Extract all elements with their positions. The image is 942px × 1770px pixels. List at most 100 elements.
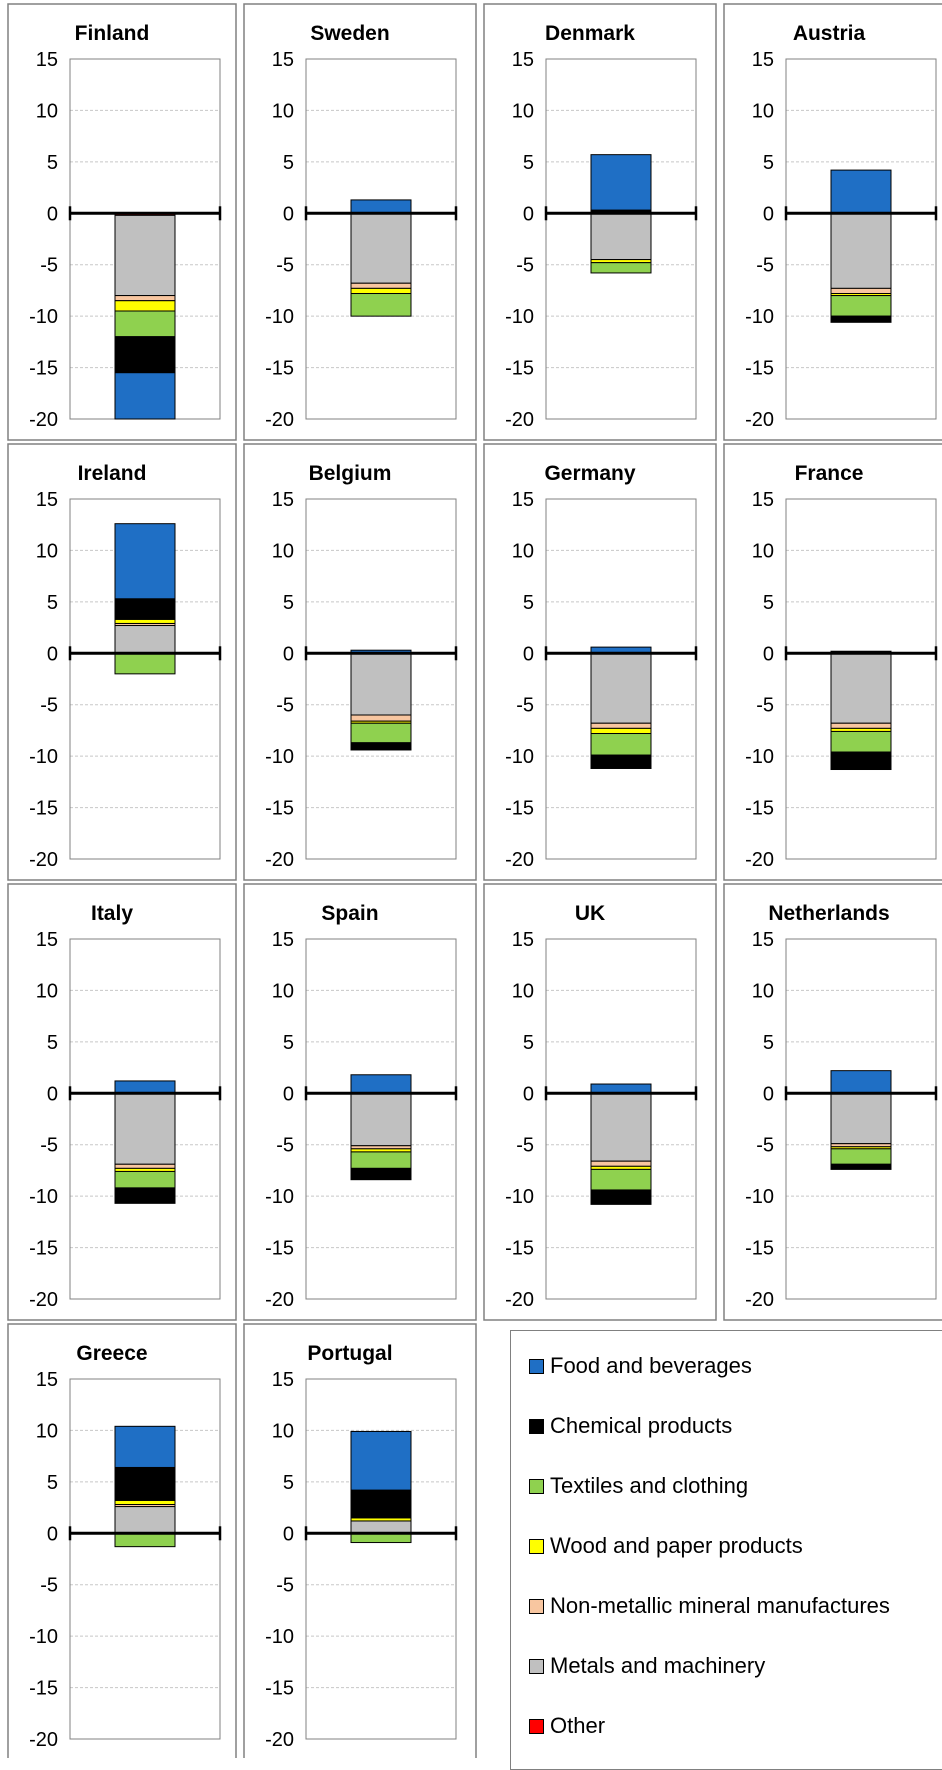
bar-segment-nonmetallic [114, 295, 176, 302]
y-tick-label: 15 [272, 1369, 294, 1391]
y-tick-label: -5 [756, 695, 774, 717]
bar-segment-textiles [350, 1151, 412, 1169]
y-tick-label: -10 [505, 746, 534, 768]
bar-segment-textiles [590, 1168, 652, 1191]
bar-segment-textiles [350, 722, 412, 744]
bar-segment-chemical [114, 336, 176, 374]
bar-segment-food [114, 1425, 176, 1468]
y-tick-label: 10 [272, 980, 294, 1002]
bar-segment-food [590, 154, 652, 211]
y-tick-label: -20 [505, 1289, 534, 1311]
y-tick-label: 0 [47, 203, 58, 225]
y-tick-label: -20 [265, 849, 294, 871]
bar-segment-nonmetallic [350, 714, 412, 722]
y-tick-label: 10 [752, 540, 774, 562]
plot-area [785, 938, 937, 1300]
legend-item-chemical: Chemical products [529, 1411, 732, 1441]
legend-swatch-food [529, 1358, 544, 1374]
y-tick-label: 0 [763, 203, 774, 225]
y-tick-label: -10 [29, 1186, 58, 1208]
y-tick-label: 15 [36, 1369, 58, 1391]
y-tick-label: 0 [283, 203, 294, 225]
legend-label-chemical: Chemical products [550, 1413, 733, 1438]
bar-segment-chemical [830, 1163, 892, 1170]
y-tick-label: 0 [523, 203, 534, 225]
y-tick-label: -20 [265, 1729, 294, 1751]
bar-segment-metals [590, 1092, 652, 1162]
bar-segment-metals [350, 212, 412, 284]
legend-swatch-metals [529, 1658, 544, 1674]
legend-item-other: Other [529, 1711, 605, 1741]
y-tick-label: 15 [512, 49, 534, 71]
y-tick-label: 0 [47, 1523, 58, 1545]
panel-title: Netherlands [768, 902, 889, 925]
bar-segment-metals [114, 1092, 176, 1165]
y-tick-label: -10 [505, 306, 534, 328]
legend-item-wood: Wood and paper products [529, 1531, 803, 1561]
panel-title: Ireland [78, 462, 147, 485]
panel-uk: UK 15 10 5 0 -5 -10 -15 -20 [483, 883, 717, 1321]
y-tick-label: 10 [752, 100, 774, 122]
legend-swatch-textiles [529, 1478, 544, 1494]
y-tick-label: 10 [36, 980, 58, 1002]
bar-segment-food [350, 1074, 412, 1094]
bar-segment-wood [114, 1499, 176, 1505]
panel-denmark: Denmark 15 10 5 0 -5 -10 -15 -20 [483, 3, 717, 441]
y-tick-label: -15 [29, 798, 58, 820]
legend-label-wood: Wood and paper products [550, 1533, 803, 1558]
panel-title: Greece [76, 1342, 147, 1365]
y-tick-label: -10 [265, 1626, 294, 1648]
bar-segment-chemical [350, 1167, 412, 1181]
bar-segment-food [114, 1080, 176, 1094]
bar-segment-nonmetallic [114, 1163, 176, 1169]
bar-segment-chemical [830, 751, 892, 771]
y-tick-label: -15 [745, 1238, 774, 1260]
y-tick-label: -10 [29, 1626, 58, 1648]
panel-title: Austria [793, 22, 866, 45]
y-tick-label: -20 [29, 849, 58, 871]
bar-segment-metals [350, 1092, 412, 1147]
y-tick-label: -15 [505, 798, 534, 820]
panel-belgium: Belgium 15 10 5 0 -5 -10 -15 -20 [243, 443, 477, 881]
plot-area [69, 938, 221, 1300]
y-tick-label: -15 [505, 1238, 534, 1260]
bar-segment-chemical [830, 315, 892, 323]
bar-segment-metals [830, 1092, 892, 1145]
y-tick-label: -20 [265, 1289, 294, 1311]
panel-title: UK [575, 902, 605, 925]
panel-title: Finland [75, 22, 150, 45]
bar-segment-chemical [350, 1489, 412, 1519]
bar-segment-textiles [114, 1170, 176, 1189]
bar-segment-metals [114, 214, 176, 297]
y-tick-label: 10 [36, 1420, 58, 1442]
bar-segment-textiles [114, 652, 176, 675]
legend-label-other: Other [550, 1713, 606, 1738]
y-tick-label: 15 [272, 929, 294, 951]
legend-swatch-wood [529, 1538, 544, 1554]
y-tick-label: -10 [29, 746, 58, 768]
y-tick-label: -5 [516, 255, 534, 277]
plot-area [305, 1378, 457, 1740]
legend-item-nonmetallic: Non-metallic mineral manufactures [529, 1591, 890, 1621]
y-tick-label: 5 [763, 152, 774, 174]
panel-title: Belgium [309, 462, 392, 485]
y-tick-label: 0 [763, 643, 774, 665]
y-tick-label: 15 [512, 489, 534, 511]
y-tick-label: -20 [29, 409, 58, 431]
y-tick-label: 15 [272, 49, 294, 71]
plot-area [785, 498, 937, 860]
y-tick-label: 15 [272, 489, 294, 511]
y-tick-label: -5 [40, 255, 58, 277]
bar-segment-nonmetallic [350, 282, 412, 289]
y-tick-label: -5 [516, 695, 534, 717]
plot-area [305, 58, 457, 420]
panel-finland: Finland 15 10 5 0 -5 -10 -15 -20 [7, 3, 237, 441]
legend-label-metals: Metals and machinery [550, 1653, 766, 1678]
y-tick-label: 0 [47, 643, 58, 665]
y-tick-label: 0 [283, 643, 294, 665]
bar-segment-nonmetallic [830, 722, 892, 729]
y-tick-label: -20 [29, 1729, 58, 1751]
y-tick-label: -5 [516, 1135, 534, 1157]
panel-title: Sweden [310, 22, 389, 45]
bar-segment-metals [114, 1506, 176, 1534]
